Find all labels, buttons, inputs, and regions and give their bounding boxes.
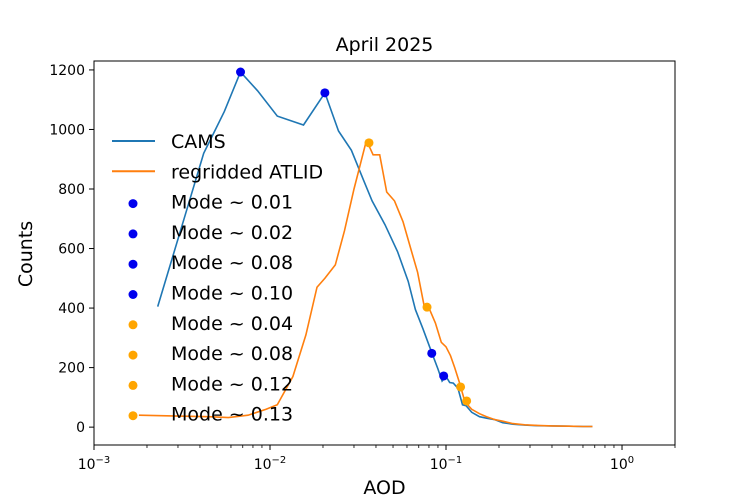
mode-marker-3 — [427, 348, 437, 358]
legend-marker-5 — [128, 320, 138, 330]
mode-marker-6 — [422, 302, 432, 312]
legend: CAMS regridded ATLID Mode ~ 0.01 Mode ~ 0.0… — [112, 131, 323, 426]
legend-marker-1 — [128, 199, 138, 209]
x-tick-label-3: 10−1 — [430, 455, 463, 473]
y-axis-label: Counts — [15, 221, 37, 287]
legend-marker-label-5: Mode ~ 0.04 — [171, 313, 293, 335]
series-line-1 — [156, 70, 593, 428]
legend-marker-label-2: Mode ~ 0.02 — [171, 222, 293, 244]
mode-marker-1 — [236, 67, 246, 77]
x-axis-label: AOD — [363, 477, 405, 499]
y-tick-label-4: 600 — [58, 242, 85, 258]
x-tick-label-4: 100 — [610, 455, 634, 473]
legend-marker-label-8: Mode ~ 0.13 — [171, 404, 293, 426]
legend-marker-label-1: Mode ~ 0.01 — [171, 192, 293, 214]
mode-marker-7 — [456, 382, 466, 392]
y-tick-label-1: 0 — [76, 420, 85, 436]
legend-marker-3 — [128, 259, 138, 269]
x-tick-label-2: 10−2 — [254, 455, 287, 473]
legend-label-2: regridded ATLID — [171, 161, 323, 183]
series-line-2 — [138, 141, 593, 428]
legend-marker-label-7: Mode ~ 0.12 — [171, 373, 293, 395]
y-tick-label-7: 1200 — [49, 63, 85, 79]
chart-title: April 2025 — [336, 34, 434, 56]
y-tick-label-2: 200 — [58, 361, 85, 377]
x-axis: 10−3 10−2 10−1 100 — [78, 445, 676, 473]
legend-marker-8 — [128, 411, 138, 421]
legend-marker-label-3: Mode ~ 0.08 — [171, 252, 293, 274]
plot-frame — [93, 60, 676, 446]
legend-marker-7 — [128, 380, 138, 390]
mode-marker-4 — [439, 371, 449, 381]
legend-marker-2 — [128, 229, 138, 239]
y-tick-label-5: 800 — [58, 182, 85, 198]
legend-marker-6 — [128, 350, 138, 360]
mode-marker-5 — [364, 138, 374, 148]
legend-marker-label-6: Mode ~ 0.08 — [171, 343, 293, 365]
mode-marker-2 — [320, 88, 330, 98]
legend-marker-4 — [128, 290, 138, 299]
x-tick-label-1: 10−3 — [78, 455, 111, 473]
mode-marker-8 — [462, 396, 472, 406]
legend-label-1: CAMS — [171, 131, 226, 153]
y-tick-label-6: 1000 — [49, 122, 85, 138]
y-tick-label-3: 400 — [58, 301, 85, 317]
plot-area — [138, 67, 593, 428]
legend-marker-label-4: Mode ~ 0.10 — [171, 283, 293, 305]
y-axis: 0 200 400 600 800 1000 1200 — [49, 63, 94, 436]
